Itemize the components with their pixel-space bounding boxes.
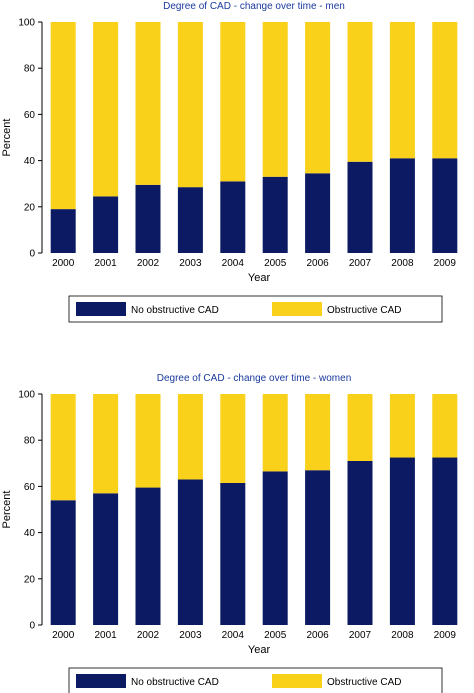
legend-label: No obstructive CAD: [131, 305, 219, 316]
legend-swatch-obstructive: [272, 302, 322, 316]
y-tick-label: 60: [24, 110, 36, 121]
legend-box: [68, 295, 443, 323]
y-tick-label: 80: [24, 436, 36, 447]
x-tick-label: 2007: [349, 258, 372, 269]
legend-label: Obstructive CAD: [327, 305, 401, 316]
bar-obstructive-2008: [389, 394, 415, 458]
x-tick-label: 2008: [391, 258, 414, 269]
bar-no-obstructive-2006: [305, 173, 331, 253]
legend-label: No obstructive CAD: [131, 677, 219, 688]
x-tick-label: 2001: [94, 630, 117, 641]
y-tick-label: 100: [18, 18, 35, 29]
bar-obstructive-2001: [93, 394, 119, 494]
bar-obstructive-2009: [432, 22, 458, 159]
bar-obstructive-2002: [135, 22, 161, 185]
bar-no-obstructive-2007: [347, 161, 373, 253]
chart-title: Degree of CAD - change over time - women: [157, 373, 352, 384]
y-axis-label: Percent: [1, 119, 13, 157]
bar-no-obstructive-2000: [50, 500, 76, 625]
x-tick-label: 2004: [222, 630, 245, 641]
bar-no-obstructive-2007: [347, 460, 373, 625]
x-tick-label: 2004: [222, 258, 245, 269]
x-tick-label: 2008: [391, 630, 414, 641]
x-tick-label: 2002: [137, 258, 160, 269]
y-tick-label: 40: [24, 156, 36, 167]
chart-title: Degree of CAD - change over time - men: [163, 1, 345, 12]
x-tick-label: 2003: [179, 630, 202, 641]
legend: No obstructive CAD Obstructive CAD: [68, 295, 443, 323]
bar-no-obstructive-2001: [93, 196, 119, 253]
x-tick-label: 2001: [94, 258, 117, 269]
bar-no-obstructive-2001: [93, 493, 119, 625]
bar-no-obstructive-2005: [262, 176, 288, 253]
bar-obstructive-2006: [305, 394, 331, 471]
bar-obstructive-2004: [220, 394, 246, 483]
x-tick-label: 2009: [434, 258, 457, 269]
bar-obstructive-2007: [347, 22, 373, 162]
bar-no-obstructive-2006: [305, 470, 331, 625]
bar-obstructive-2005: [262, 394, 288, 472]
bar-no-obstructive-2008: [389, 457, 415, 625]
x-axis-label: Year: [248, 272, 271, 284]
legend-label: Obstructive CAD: [327, 677, 401, 688]
bar-obstructive-2007: [347, 394, 373, 461]
legend-swatch-obstructive: [272, 674, 322, 688]
bar-obstructive-2000: [50, 22, 76, 210]
bar-no-obstructive-2004: [220, 181, 246, 253]
bar-obstructive-2009: [432, 394, 458, 458]
x-tick-label: 2005: [264, 258, 287, 269]
x-tick-label: 2006: [306, 258, 329, 269]
bar-obstructive-2004: [220, 22, 246, 182]
bar-obstructive-2005: [262, 22, 288, 177]
y-tick-label: 40: [24, 528, 36, 539]
bar-obstructive-2000: [50, 394, 76, 501]
y-axis-label: Percent: [1, 491, 13, 529]
legend-swatch-no-obstructive: [76, 302, 126, 316]
bar-no-obstructive-2000: [50, 209, 76, 253]
bar-obstructive-2002: [135, 394, 161, 488]
bar-no-obstructive-2005: [262, 471, 288, 625]
x-tick-label: 2003: [179, 258, 202, 269]
y-tick-label: 60: [24, 482, 36, 493]
y-tick-label: 0: [29, 249, 35, 260]
x-tick-label: 2005: [264, 630, 287, 641]
bar-no-obstructive-2002: [135, 487, 161, 625]
bar-obstructive-2003: [177, 22, 203, 188]
bar-obstructive-2001: [93, 22, 119, 197]
x-tick-label: 2000: [52, 630, 75, 641]
x-tick-label: 2006: [306, 630, 329, 641]
y-tick-label: 0: [29, 621, 35, 632]
y-tick-label: 80: [24, 64, 36, 75]
y-tick-label: 100: [18, 390, 35, 401]
chart-women: Degree of CAD - change over time - women…: [1, 373, 458, 693]
y-tick-label: 20: [24, 574, 36, 585]
x-tick-label: 2007: [349, 630, 372, 641]
chart-men: Degree of CAD - change over time - men 0 2…: [1, 1, 458, 323]
bar-no-obstructive-2008: [389, 158, 415, 253]
bar-obstructive-2003: [177, 394, 203, 480]
bar-obstructive-2006: [305, 22, 331, 174]
bar-no-obstructive-2003: [177, 479, 203, 625]
bar-no-obstructive-2004: [220, 482, 246, 625]
legend-swatch-no-obstructive: [76, 674, 126, 688]
legend-box: [68, 667, 443, 693]
x-tick-label: 2002: [137, 630, 160, 641]
bar-no-obstructive-2003: [177, 187, 203, 253]
x-tick-label: 2009: [434, 630, 457, 641]
bar-no-obstructive-2009: [432, 158, 458, 253]
bar-no-obstructive-2009: [432, 457, 458, 625]
bar-no-obstructive-2002: [135, 184, 161, 253]
bar-obstructive-2008: [389, 22, 415, 159]
x-tick-label: 2000: [52, 258, 75, 269]
x-axis-label: Year: [248, 644, 271, 656]
y-tick-label: 20: [24, 202, 36, 213]
legend: No obstructive CAD Obstructive CAD: [68, 667, 443, 693]
